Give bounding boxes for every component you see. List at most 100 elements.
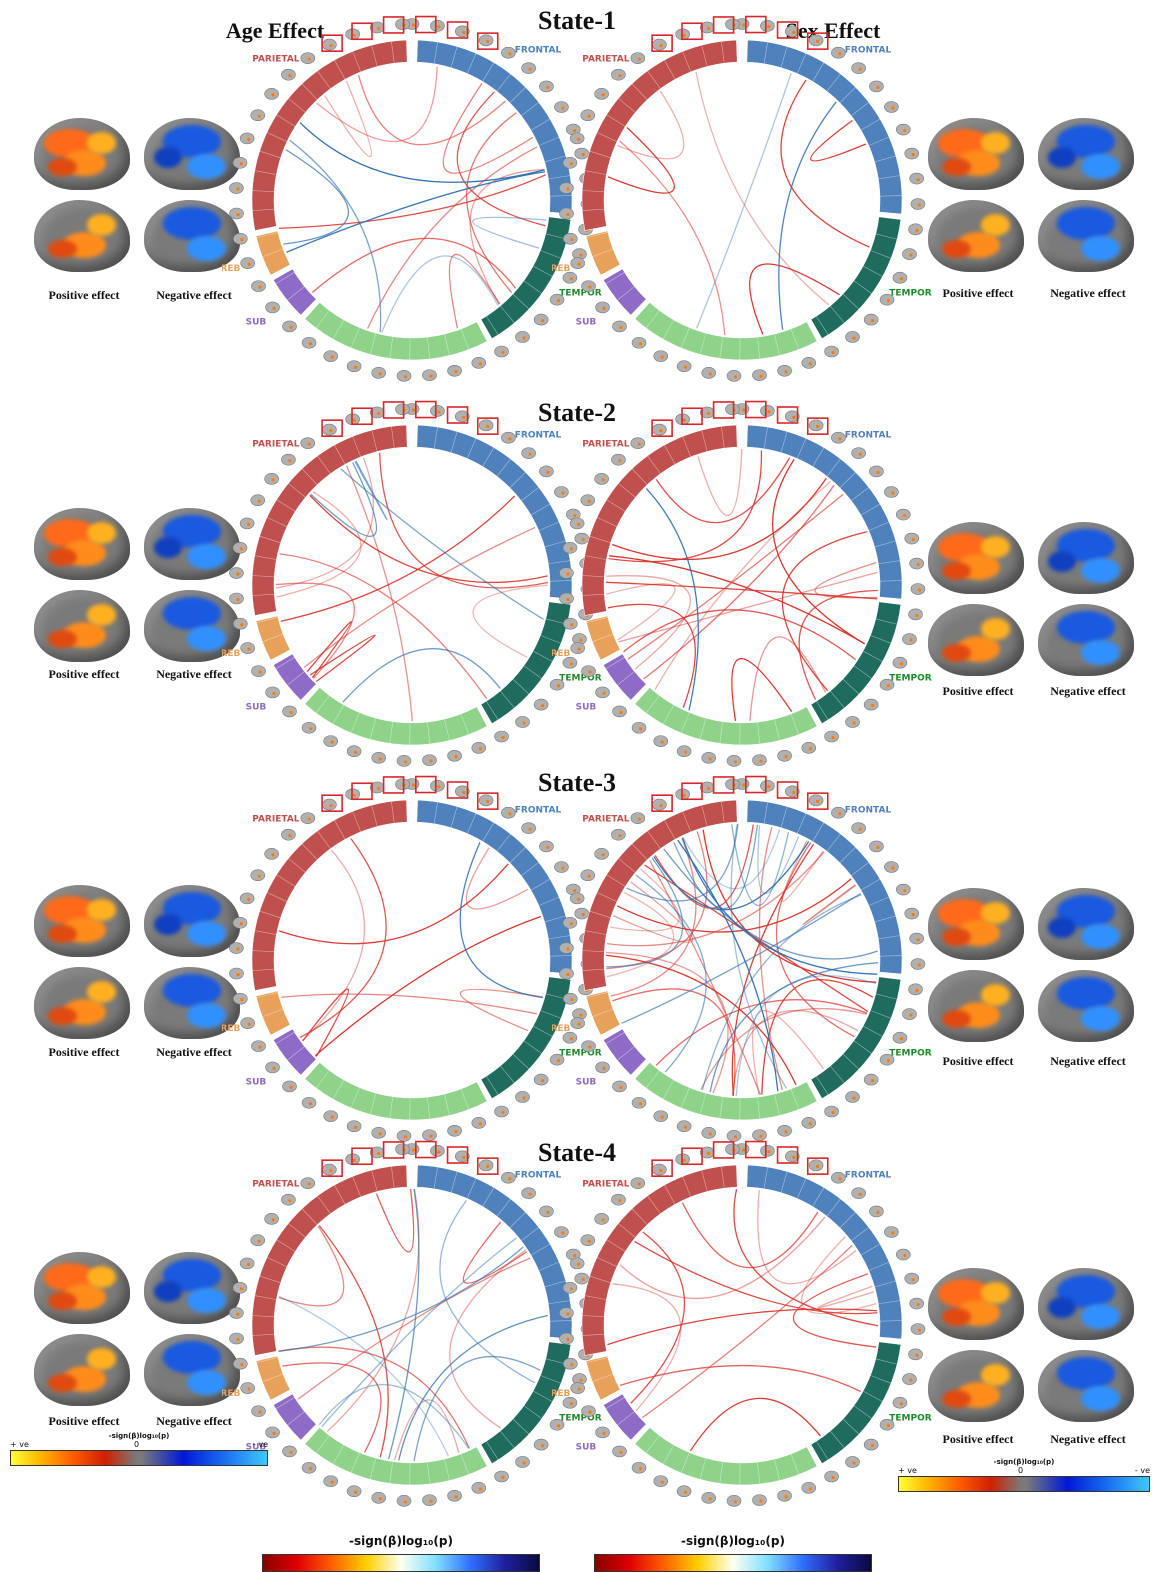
thumbnail-icon [300, 812, 316, 824]
small-colorbar-left-gradient [10, 1450, 268, 1466]
segment-divider [874, 155, 896, 163]
thumbnail-dot-icon [454, 1130, 458, 1134]
segment-divider [389, 336, 394, 359]
thumbnail-dot-icon [566, 187, 570, 191]
thumbnail-icon [371, 1127, 387, 1139]
thumbnail-icon [580, 869, 596, 882]
dmn-box-icon [712, 1141, 735, 1159]
thumbnail-dot-icon [566, 212, 570, 217]
segment-divider [879, 955, 902, 957]
segment-divider [540, 1375, 562, 1384]
thumbnail-dot-icon [354, 750, 358, 754]
thumbnail-dot-icon [858, 827, 862, 831]
thumbnail-dot-icon [909, 638, 913, 642]
segment-divider [701, 430, 708, 452]
thumbnail-icon [760, 405, 775, 417]
segment-divider [680, 327, 690, 349]
thumbnail-dot-icon [236, 1312, 240, 1316]
thumbnail-icon [908, 223, 923, 236]
thumbnail-dot-icon [767, 25, 771, 29]
positive-edge [278, 1346, 470, 1449]
thumbnail-dot-icon [240, 238, 244, 242]
negative-edge [663, 848, 878, 960]
thumbnail-icon [895, 1248, 911, 1261]
thumbnail-dot-icon [329, 1169, 333, 1173]
segment-divider [816, 701, 829, 720]
brain-positive-lateral-sex-3 [928, 888, 1024, 960]
thumbnail-dot-icon [808, 747, 812, 751]
segment-divider [391, 426, 395, 449]
segment-divider [270, 1389, 291, 1401]
thumbnail-icon [395, 1143, 410, 1156]
thumbnail-icon [239, 517, 255, 530]
segment-divider [878, 976, 901, 980]
segment-divider [589, 150, 611, 159]
thumbnail-dot-icon [852, 336, 856, 340]
thumbnail-icon [580, 1234, 596, 1247]
negative-edge [413, 1355, 541, 1462]
segment-divider [582, 190, 605, 193]
thumbnail-dot-icon [871, 1443, 875, 1448]
dmn-box-icon [476, 417, 499, 435]
thumbnail-icon [430, 405, 445, 417]
thumbnail-icon [777, 749, 792, 762]
thumbnail-icon [595, 686, 610, 699]
thumbnail-icon [454, 1150, 470, 1163]
thumbnail-dot-icon [601, 93, 605, 97]
thumbnail-icon [251, 1040, 266, 1052]
thumbnail-icon [447, 364, 462, 377]
thumbnail-icon [653, 1110, 669, 1122]
thumbnail-dot-icon [569, 1287, 574, 1291]
thumbnail-icon [454, 785, 470, 798]
negative-effect-caption-age-1: Negative effect [156, 288, 232, 302]
thumbnail-dot-icon [239, 162, 244, 166]
segment-divider [466, 813, 477, 834]
thumbnail-dot-icon [352, 33, 356, 37]
negative-edge [682, 829, 781, 890]
segment-divider [878, 935, 901, 940]
thumbnail-dot-icon [570, 1363, 574, 1367]
thumbnail-dot-icon [239, 922, 244, 926]
segment-divider [584, 1351, 607, 1356]
thumbnail-dot-icon [569, 162, 574, 166]
segment-cereb [255, 1355, 291, 1401]
segment-divider [746, 800, 748, 823]
thumbnail-dot-icon [352, 418, 356, 422]
negative-edge [635, 874, 707, 1073]
activation-blob [86, 1266, 116, 1288]
activation-blob [163, 974, 221, 1007]
thumbnail-icon [322, 423, 337, 436]
segment-divider [262, 1373, 284, 1383]
thumbnail-dot-icon [886, 1424, 891, 1428]
thumbnail-dot-icon [541, 1078, 545, 1083]
thumbnail-icon [725, 778, 740, 791]
network-label-frontal: FRONTAL [845, 430, 892, 440]
dmn-box-icon [712, 401, 735, 419]
positive-edge [278, 863, 509, 945]
positive-edge [449, 1249, 526, 1429]
thumbnail-icon [760, 780, 775, 792]
negative-edge [778, 101, 837, 330]
network-label-temporal: TEMPORAL [559, 288, 602, 298]
segment-divider [680, 1452, 690, 1474]
thumbnail-dot-icon [916, 937, 920, 942]
thumbnail-icon [908, 608, 923, 621]
segment-divider [433, 42, 438, 64]
thumbnail-icon [515, 1456, 530, 1468]
thumbnail-icon [908, 983, 923, 996]
thumbnail-icon [824, 345, 839, 358]
thumbnail-dot-icon [915, 613, 919, 617]
network-label-parietal: PARIETAL [252, 1180, 300, 1190]
segment-divider [582, 968, 605, 971]
activation-blob [163, 207, 221, 240]
thumbnail-dot-icon [733, 760, 738, 764]
thumbnail-icon [801, 742, 817, 754]
thumbnail-dot-icon [911, 1277, 915, 1282]
positive-edge [606, 951, 729, 1094]
activation-blob [1047, 1296, 1077, 1319]
segment-divider [317, 830, 331, 849]
thumbnail-dot-icon [838, 52, 842, 56]
segment-divider [645, 310, 660, 329]
positive-edge [469, 168, 545, 305]
segment-divider [301, 843, 318, 860]
